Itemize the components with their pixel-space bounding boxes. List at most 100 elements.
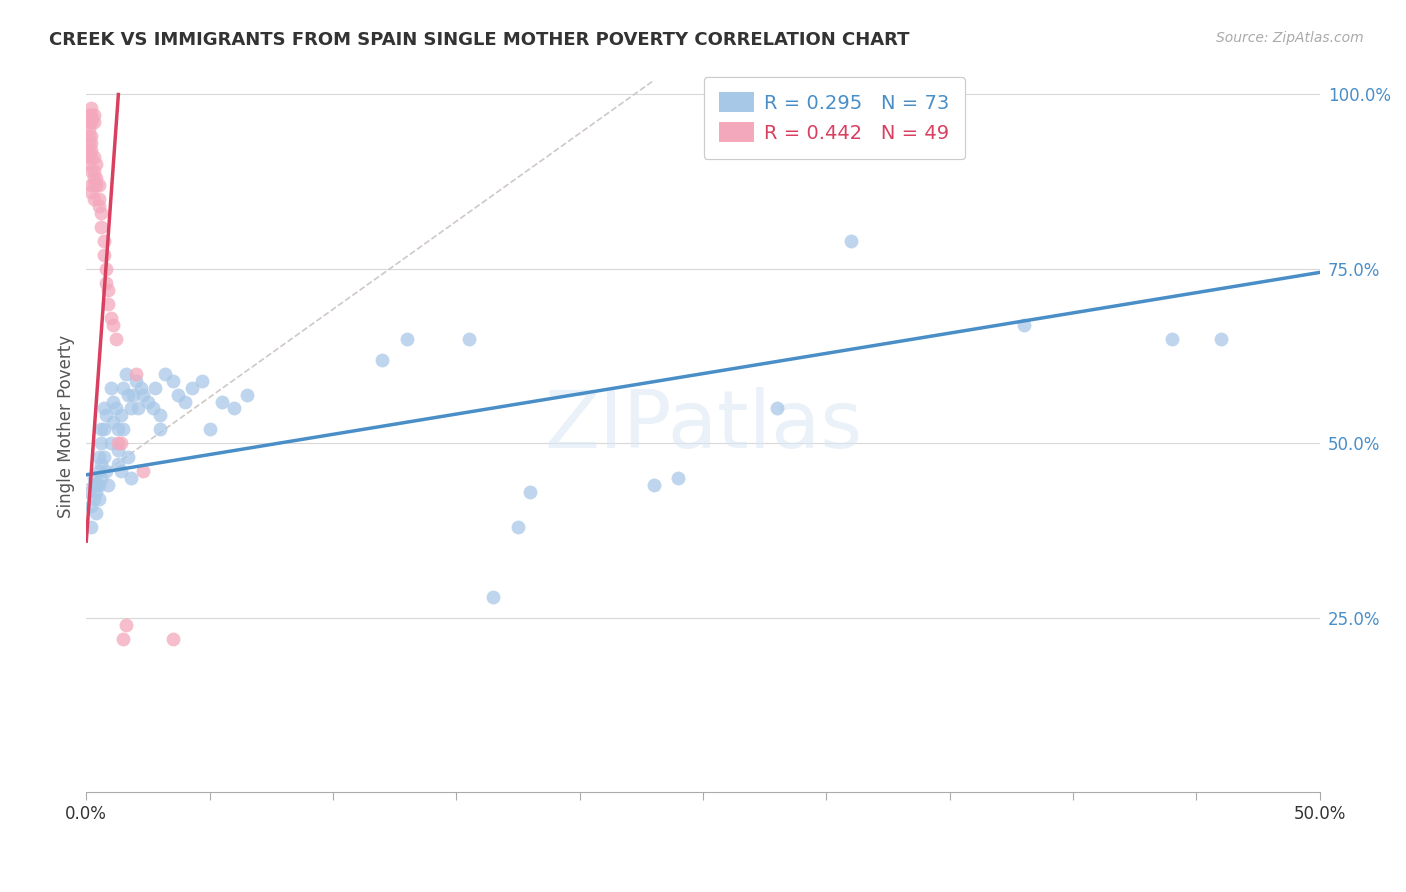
Point <box>83 108 105 122</box>
Point <box>87 192 110 206</box>
Point <box>198 422 221 436</box>
Point <box>124 367 146 381</box>
Point <box>235 387 257 401</box>
Point <box>83 164 105 178</box>
Point <box>84 478 107 492</box>
Point <box>77 129 100 144</box>
Point <box>94 464 117 478</box>
Point <box>103 416 125 430</box>
Point <box>149 422 172 436</box>
Point <box>84 178 107 193</box>
Point <box>129 380 152 394</box>
Point <box>839 234 862 248</box>
Point <box>94 409 117 423</box>
Point <box>162 632 184 646</box>
Point <box>97 297 120 311</box>
Point <box>77 485 100 500</box>
Point <box>1209 332 1232 346</box>
Point <box>643 478 665 492</box>
Point <box>77 150 100 164</box>
Point <box>666 471 689 485</box>
Point <box>100 380 122 394</box>
Point <box>84 157 107 171</box>
Point <box>162 374 184 388</box>
Point <box>83 115 105 129</box>
Point <box>107 458 129 472</box>
Point <box>83 150 105 164</box>
Point <box>87 464 110 478</box>
Point <box>104 332 127 346</box>
Point <box>84 171 107 186</box>
Point <box>211 394 233 409</box>
Point <box>90 422 112 436</box>
Point <box>90 220 112 235</box>
Point <box>110 436 132 450</box>
Point <box>80 144 103 158</box>
Point <box>93 248 115 262</box>
Point <box>103 394 125 409</box>
Point <box>132 387 155 401</box>
Y-axis label: Single Mother Poverty: Single Mother Poverty <box>58 334 75 517</box>
Point <box>181 380 204 394</box>
Point <box>120 471 142 485</box>
Point <box>93 401 115 416</box>
Point <box>136 394 159 409</box>
Point <box>77 115 100 129</box>
Point <box>143 380 166 394</box>
Point <box>77 108 100 122</box>
Point <box>110 409 132 423</box>
Point <box>93 422 115 436</box>
Point <box>93 450 115 465</box>
Point <box>80 108 103 122</box>
Point <box>1160 332 1182 346</box>
Text: Source: ZipAtlas.com: Source: ZipAtlas.com <box>1216 31 1364 45</box>
Point <box>97 478 120 492</box>
Point <box>174 394 197 409</box>
Point <box>80 178 103 193</box>
Point <box>77 136 100 151</box>
Point <box>117 387 139 401</box>
Point <box>87 478 110 492</box>
Point <box>107 443 129 458</box>
Point <box>83 478 105 492</box>
Point <box>112 380 135 394</box>
Point <box>84 506 107 520</box>
Point <box>80 150 103 164</box>
Point <box>90 458 112 472</box>
Point <box>100 436 122 450</box>
Point <box>80 136 103 151</box>
Point <box>87 492 110 507</box>
Point <box>90 206 112 220</box>
Point <box>80 115 103 129</box>
Point <box>142 401 165 416</box>
Point <box>83 178 105 193</box>
Point <box>112 632 135 646</box>
Point <box>110 464 132 478</box>
Point <box>107 422 129 436</box>
Point <box>506 520 529 534</box>
Point <box>77 157 100 171</box>
Point <box>87 199 110 213</box>
Point <box>93 234 115 248</box>
Point <box>80 185 103 199</box>
Point <box>114 367 136 381</box>
Point <box>100 310 122 325</box>
Point <box>83 171 105 186</box>
Point <box>155 367 177 381</box>
Point <box>104 401 127 416</box>
Point <box>519 485 541 500</box>
Point <box>117 450 139 465</box>
Point <box>80 129 103 144</box>
Point <box>371 352 394 367</box>
Point <box>90 471 112 485</box>
Point <box>83 192 105 206</box>
Point <box>107 436 129 450</box>
Point <box>132 464 155 478</box>
Point <box>166 387 188 401</box>
Point <box>80 499 103 513</box>
Point <box>87 450 110 465</box>
Point <box>84 485 107 500</box>
Point <box>457 332 479 346</box>
Text: CREEK VS IMMIGRANTS FROM SPAIN SINGLE MOTHER POVERTY CORRELATION CHART: CREEK VS IMMIGRANTS FROM SPAIN SINGLE MO… <box>49 31 910 49</box>
Point <box>83 471 105 485</box>
